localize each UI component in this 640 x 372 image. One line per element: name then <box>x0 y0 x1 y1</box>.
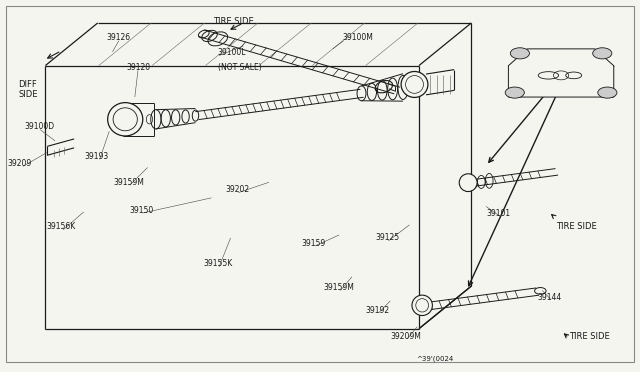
Text: 39125: 39125 <box>375 233 399 243</box>
Ellipse shape <box>108 103 143 136</box>
Text: 39159M: 39159M <box>324 283 355 292</box>
Text: 39202: 39202 <box>225 185 249 194</box>
Text: 39100L: 39100L <box>218 48 246 57</box>
Ellipse shape <box>412 295 433 315</box>
Text: 39101: 39101 <box>487 209 511 218</box>
Text: 39150: 39150 <box>129 206 154 215</box>
Circle shape <box>510 48 529 59</box>
Text: TIRE SIDE: TIRE SIDE <box>213 17 254 26</box>
Text: 39209M: 39209M <box>391 331 422 341</box>
Text: 39126: 39126 <box>107 33 131 42</box>
Text: TIRE SIDE: TIRE SIDE <box>556 222 597 231</box>
Polygon shape <box>508 49 614 97</box>
Text: 39192: 39192 <box>365 306 390 315</box>
Circle shape <box>598 87 617 98</box>
Circle shape <box>593 48 612 59</box>
Ellipse shape <box>460 174 477 192</box>
Text: ^39'(0024: ^39'(0024 <box>417 355 454 362</box>
Text: 39100D: 39100D <box>24 122 54 131</box>
Circle shape <box>505 87 524 98</box>
Text: 39156K: 39156K <box>47 222 76 231</box>
Text: 39155K: 39155K <box>203 259 232 268</box>
Text: 39100M: 39100M <box>342 33 373 42</box>
Text: 39209: 39209 <box>8 159 32 168</box>
Text: (NOT SALE): (NOT SALE) <box>218 63 262 72</box>
Text: 39193: 39193 <box>84 152 109 161</box>
Text: 39159: 39159 <box>301 239 326 248</box>
Ellipse shape <box>401 71 428 97</box>
Text: 39120: 39120 <box>126 63 150 72</box>
Text: 39159M: 39159M <box>113 178 144 187</box>
Text: TIRE SIDE: TIRE SIDE <box>569 331 610 341</box>
Text: 39144: 39144 <box>538 293 562 302</box>
Text: DIFF
SIDE: DIFF SIDE <box>19 80 38 99</box>
